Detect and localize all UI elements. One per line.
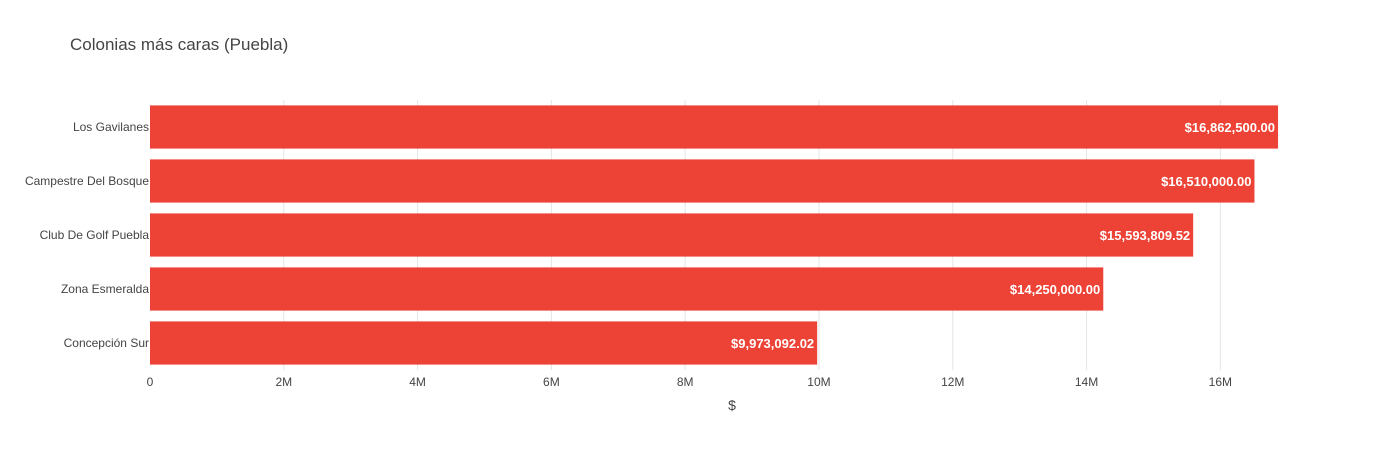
x-tick-label: 10M xyxy=(807,375,830,389)
bar-value-label: $9,973,092.02 xyxy=(731,336,814,351)
bars: $16,862,500.00 $16,510,000.00 $15,593,809.… xyxy=(150,105,1279,365)
y-category-label: Concepción Sur xyxy=(64,336,149,350)
bar xyxy=(150,105,1279,149)
x-axis-ticks: 0 2M 4M 6M 8M 10M 12M 14M 16M xyxy=(147,375,1232,389)
x-tick-label: 12M xyxy=(941,375,964,389)
x-tick-label: 4M xyxy=(409,375,426,389)
bar-value-label: $16,862,500.00 xyxy=(1185,120,1275,135)
bar xyxy=(150,159,1255,203)
x-tick-label: 16M xyxy=(1209,375,1232,389)
bar xyxy=(150,213,1194,257)
x-tick-label: 8M xyxy=(677,375,694,389)
x-tick-label: 0 xyxy=(147,375,154,389)
y-category-label: Campestre Del Bosque xyxy=(25,174,149,188)
bar xyxy=(150,321,818,365)
y-axis-categories: Los Gavilanes Campestre Del Bosque Club De… xyxy=(25,120,149,350)
y-category-label: Zona Esmeralda xyxy=(61,282,149,296)
bar-value-label: $15,593,809.52 xyxy=(1100,228,1190,243)
bar-value-label: $14,250,000.00 xyxy=(1010,282,1100,297)
x-tick-label: 6M xyxy=(543,375,560,389)
x-tick-label: 2M xyxy=(275,375,292,389)
y-category-label: Los Gavilanes xyxy=(73,120,149,134)
chart-title: Colonias más caras (Puebla) xyxy=(70,35,288,54)
x-axis-title: $ xyxy=(728,397,736,413)
y-category-label: Club De Golf Puebla xyxy=(40,228,150,242)
bar xyxy=(150,267,1104,311)
x-tick-label: 14M xyxy=(1075,375,1098,389)
bar-value-label: $16,510,000.00 xyxy=(1161,174,1251,189)
